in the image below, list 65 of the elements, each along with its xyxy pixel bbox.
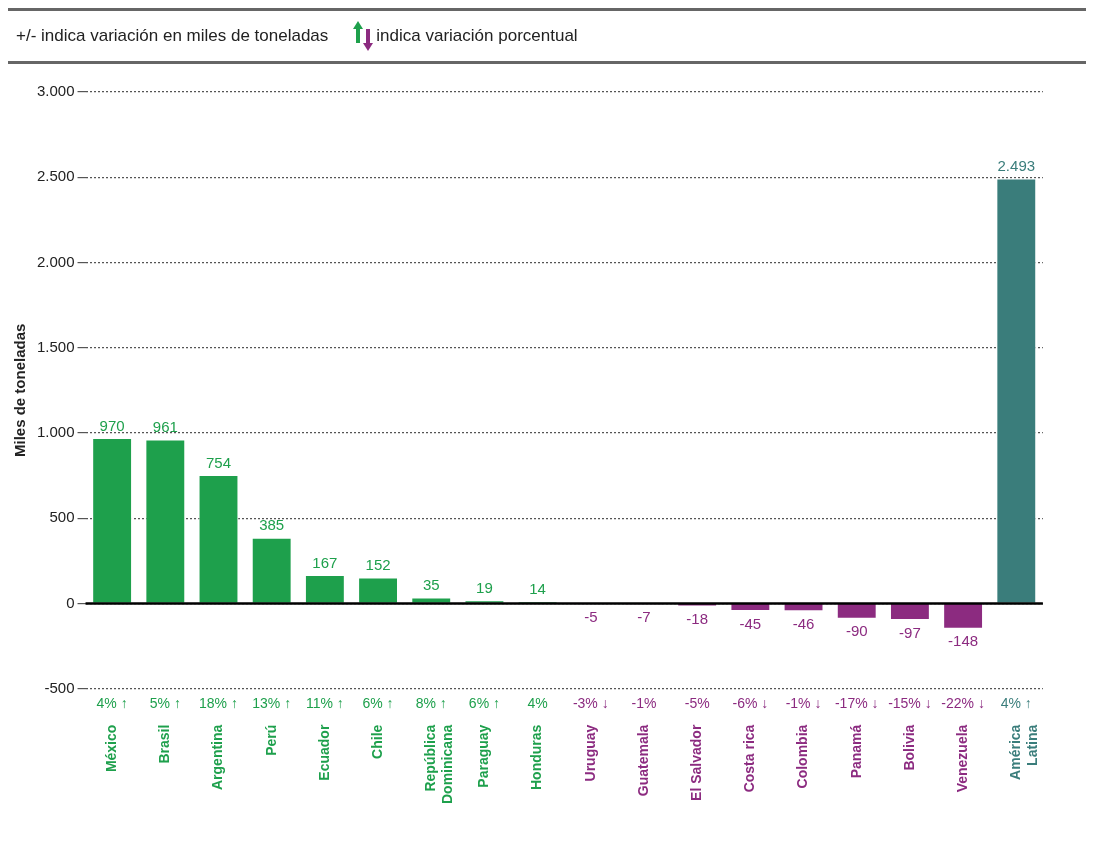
- y-tick-label: 0: [66, 593, 75, 611]
- data-label: 14: [529, 579, 546, 597]
- y-tick-label: 3.000: [36, 82, 75, 100]
- data-label: 19: [476, 578, 493, 596]
- data-label: -5: [584, 607, 598, 625]
- y-tick-label: 1.500: [36, 337, 75, 355]
- x-tick-label: Bolivia: [900, 724, 917, 771]
- text: -1% ↓: [785, 694, 822, 711]
- data-label: 754: [205, 453, 232, 471]
- x-tick-label: Honduras: [528, 724, 545, 790]
- text: -22% ↓: [941, 694, 985, 711]
- text: 4% ↑: [1000, 694, 1032, 711]
- text: 6% ↑: [362, 694, 394, 711]
- x-tick-label: Panamá: [847, 724, 864, 779]
- text: -15% ↓: [888, 694, 932, 711]
- data-label: -148: [948, 632, 979, 650]
- y-tick-label: 500: [49, 508, 75, 526]
- x-tick-label: Guatemala: [634, 724, 651, 797]
- text: -1%: [631, 694, 657, 711]
- text: -3% ↓: [572, 694, 609, 711]
- data-label: 385: [259, 516, 285, 534]
- text: 4%: [527, 694, 548, 711]
- x-tick-label: Colombia: [794, 724, 811, 789]
- data-label: -97: [899, 623, 921, 641]
- text: 18% ↑: [199, 694, 238, 711]
- data-label: -7: [637, 608, 651, 626]
- text: 6% ↑: [468, 694, 500, 711]
- text: 8% ↑: [415, 694, 447, 711]
- data-label: 35: [422, 576, 440, 594]
- y-tick-label: 2.500: [36, 167, 75, 185]
- text: 4% ↑: [96, 694, 128, 711]
- text: 13% ↑: [252, 694, 292, 711]
- data-label: -90: [845, 622, 868, 640]
- data-label: -45: [739, 614, 762, 632]
- y-axis-title: Miles de toneladas: [11, 323, 29, 458]
- data-label: 152: [365, 556, 391, 574]
- y-tick-label: 1.000: [36, 423, 75, 441]
- y-tick-label: 2.000: [36, 252, 75, 270]
- x-tick-label: Costa rica: [741, 724, 758, 793]
- data-label: 970: [99, 416, 125, 434]
- x-tick-label: Argentina: [209, 724, 226, 790]
- x-tick-label: México: [102, 724, 119, 773]
- text: -6% ↓: [732, 694, 769, 711]
- data-label: 167: [312, 553, 338, 571]
- x-tick-label: Brasil: [156, 724, 173, 764]
- x-tick-label: América Latina: [1007, 724, 1040, 780]
- x-tick-label: El Salvador: [688, 724, 705, 801]
- x-tick-label: Paraguay: [475, 724, 492, 788]
- x-tick-label: Ecuador: [315, 724, 332, 781]
- text: -17% ↓: [834, 694, 879, 711]
- x-tick-label: República Dominicana: [422, 724, 455, 805]
- text: 11% ↑: [305, 694, 344, 711]
- x-tick-label: Venezuela: [953, 724, 970, 793]
- data-label: 961: [152, 418, 178, 436]
- text: +/- indica variación en miles de toneladas: [16, 26, 329, 46]
- x-tick-label: Perú: [262, 724, 279, 756]
- y-tick-label: -500: [44, 678, 75, 696]
- data-label: -18: [686, 610, 709, 628]
- data-label: 2.493: [997, 157, 1036, 175]
- x-tick-label: Uruguay: [581, 724, 598, 782]
- text: 5% ↑: [149, 694, 181, 711]
- x-tick-label: Chile: [368, 724, 385, 759]
- text: -5%: [684, 694, 710, 711]
- text: indica variación porcentual: [376, 26, 578, 46]
- data-label: -46: [792, 614, 815, 632]
